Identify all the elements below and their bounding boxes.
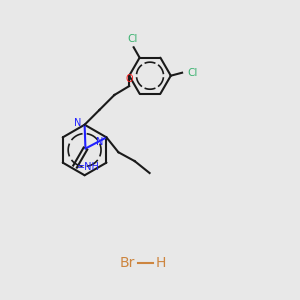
Text: H: H (156, 256, 166, 270)
Text: O: O (125, 74, 133, 84)
Text: Br: Br (120, 256, 135, 270)
Text: N: N (74, 118, 81, 128)
Text: =NH: =NH (76, 162, 99, 172)
Text: Cl: Cl (127, 34, 137, 44)
Text: N: N (96, 137, 103, 147)
Text: Cl: Cl (187, 68, 197, 78)
